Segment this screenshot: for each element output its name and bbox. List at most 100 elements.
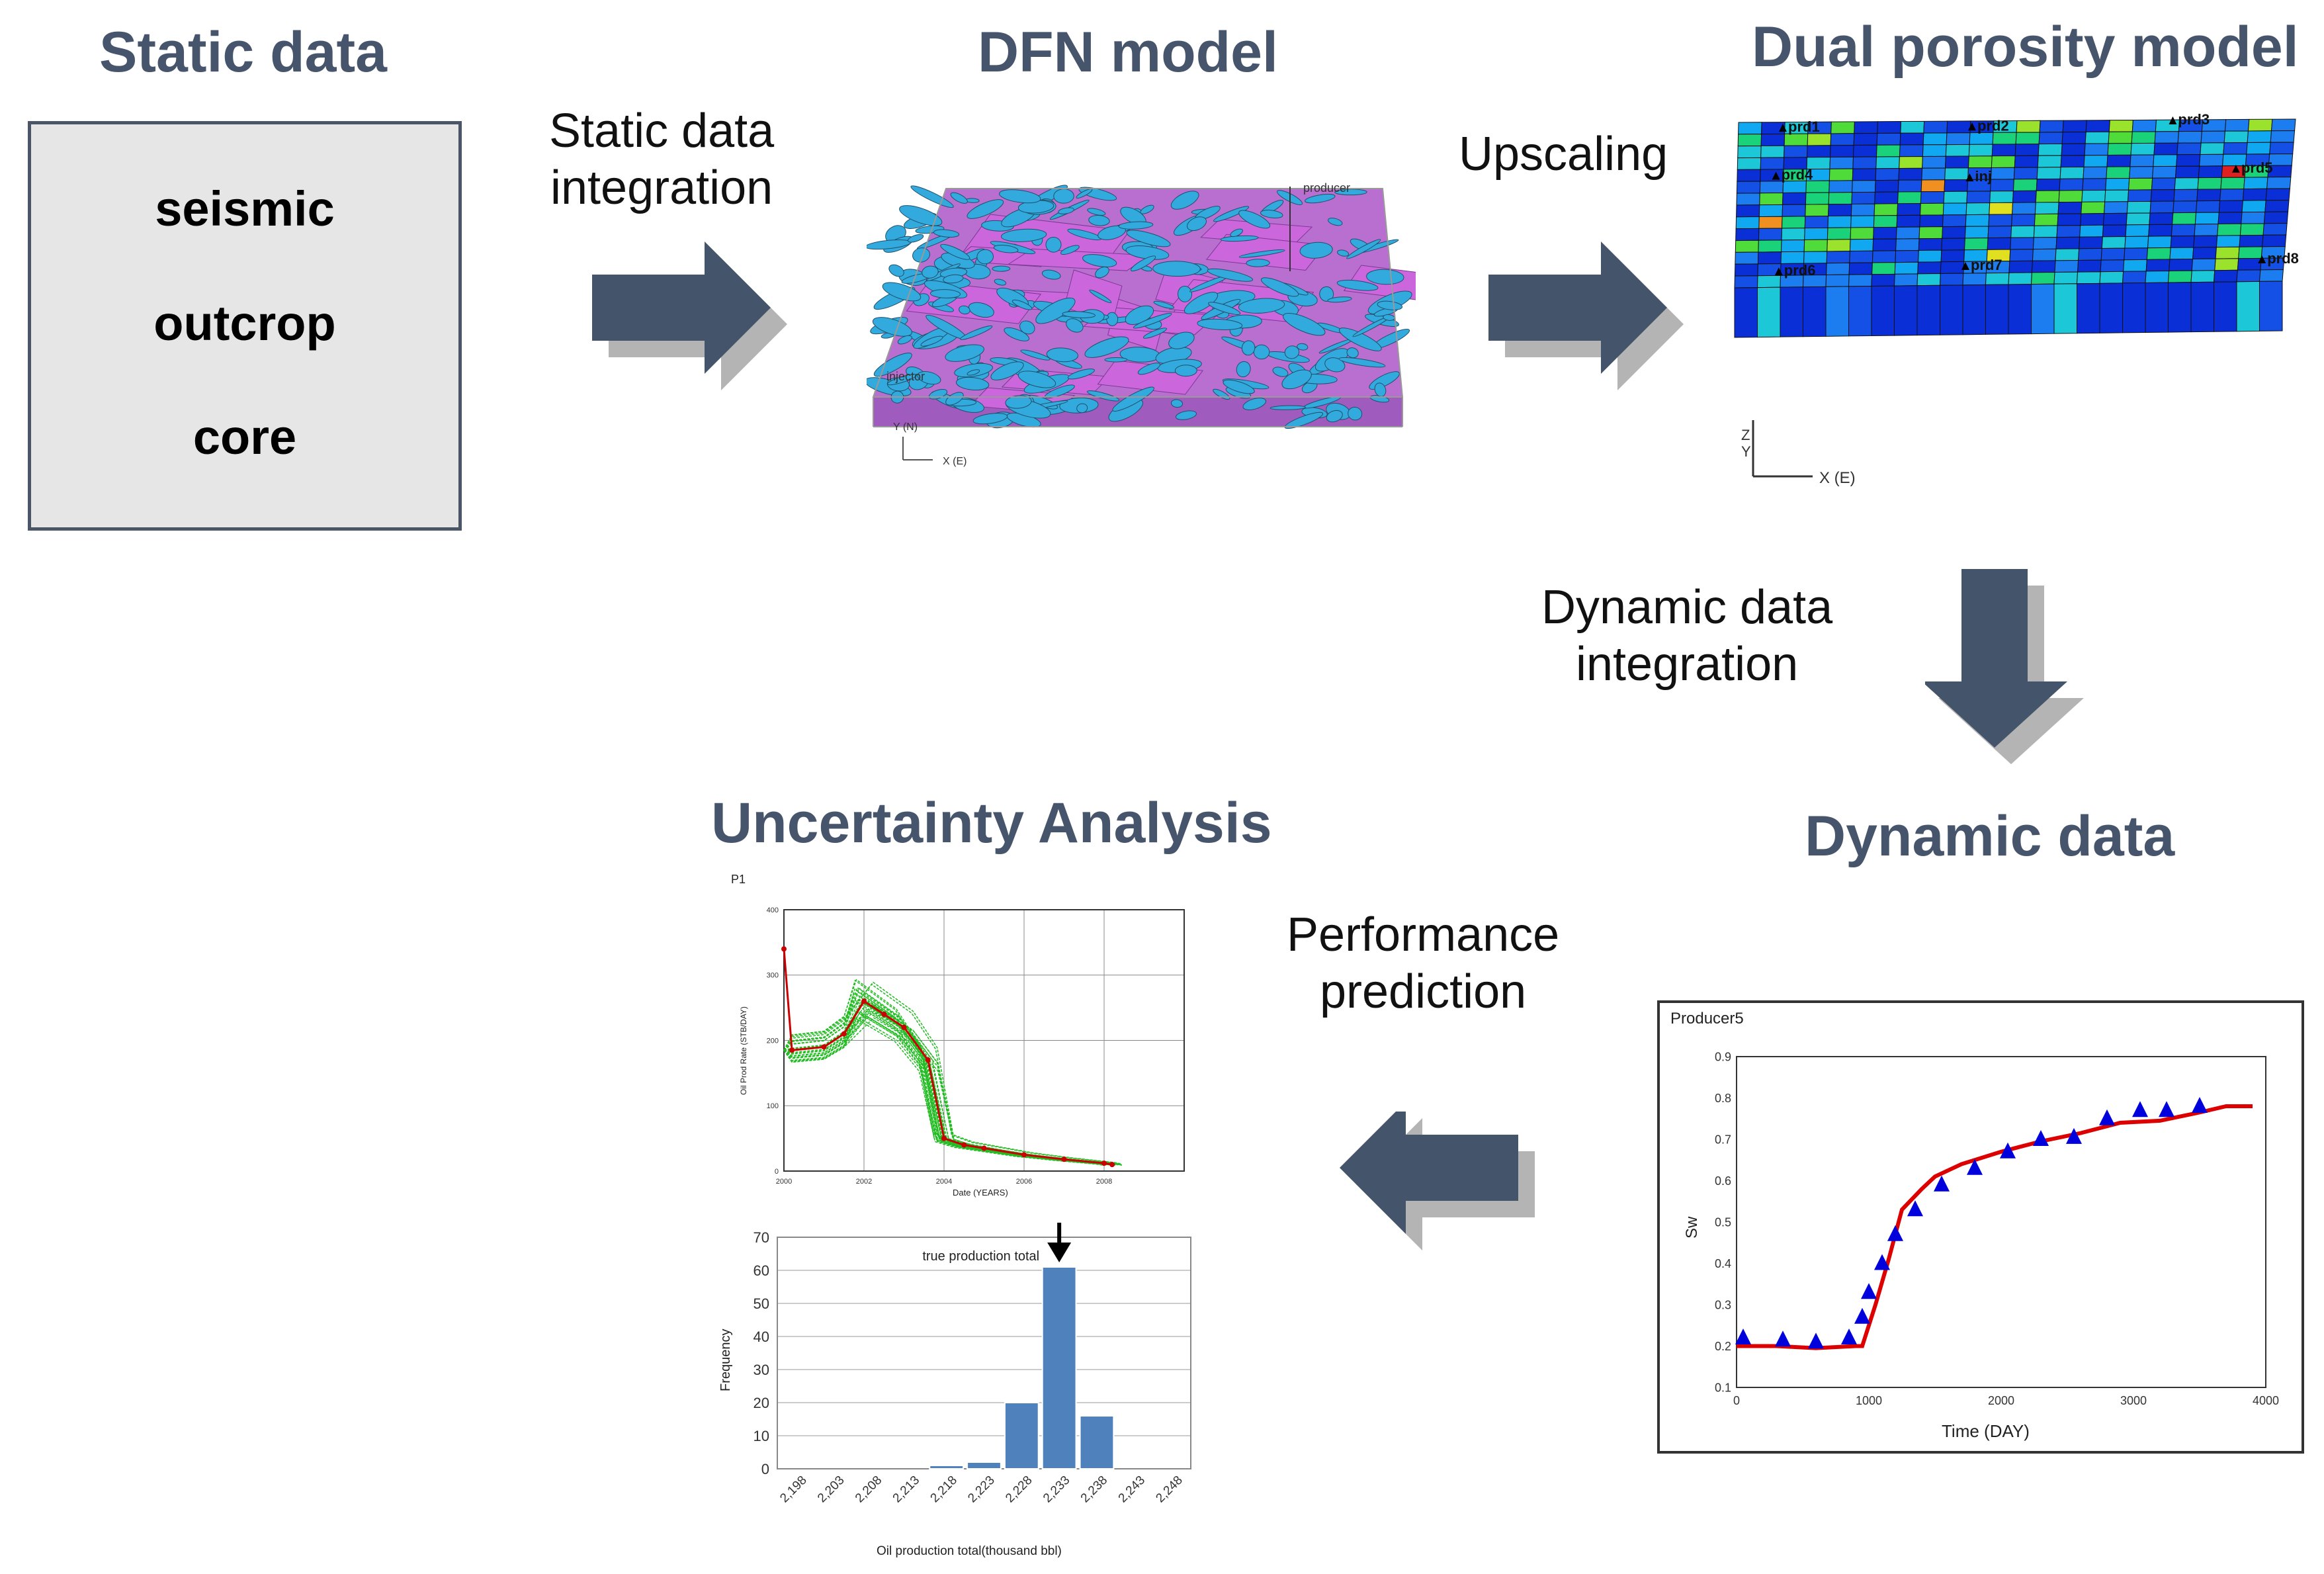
grid-cell xyxy=(1922,132,1948,146)
fracture xyxy=(972,413,1008,425)
grid-cell xyxy=(2125,224,2150,238)
grid-cell xyxy=(2101,236,2126,249)
grid-cell xyxy=(1940,261,1965,275)
y-tick-label: 0 xyxy=(761,1461,769,1477)
fracture xyxy=(1045,236,1062,253)
grid-cell xyxy=(1735,216,1760,230)
observed-point xyxy=(1967,1159,1983,1175)
grid-cell xyxy=(2014,144,2040,157)
grid-cell xyxy=(2078,247,2102,261)
y-tick-label: 400 xyxy=(767,906,779,914)
grid-cell xyxy=(2012,179,2038,192)
fracture xyxy=(1324,357,1346,372)
static-integration-label: Static data integration xyxy=(549,105,775,214)
fracture xyxy=(1326,410,1343,423)
grid-cell xyxy=(2176,142,2202,155)
grid-cell xyxy=(1893,273,1918,286)
x-tick-label: 0 xyxy=(1733,1394,1740,1407)
grid-cell xyxy=(2198,165,2223,179)
fracture xyxy=(1062,311,1096,318)
grid-cell xyxy=(2270,118,2296,132)
grid-cell xyxy=(2081,189,2106,202)
observed-point xyxy=(2066,1127,2082,1144)
grid-cell xyxy=(1760,145,1785,158)
fracture xyxy=(1058,207,1074,214)
grid-cell xyxy=(1874,179,1899,193)
grid-cell xyxy=(1899,144,1924,157)
front-cell xyxy=(2168,282,2192,333)
grid-cell xyxy=(1871,273,1895,287)
grid-cell xyxy=(2083,166,2108,179)
history-point xyxy=(961,1142,967,1148)
grid-cell xyxy=(2155,119,2180,132)
fracture xyxy=(1168,331,1195,349)
fracture xyxy=(990,361,1024,380)
grid-cell xyxy=(1825,274,1850,287)
grid-cell xyxy=(2247,118,2273,132)
fracture xyxy=(1334,189,1367,196)
x-tick-label: 2002 xyxy=(856,1178,872,1186)
grid-cell xyxy=(1737,134,1762,147)
grid-cell xyxy=(1852,168,1877,181)
grid-cell xyxy=(2219,189,2245,201)
fracture xyxy=(976,249,994,265)
fracture xyxy=(1305,194,1336,204)
fracture xyxy=(922,265,939,279)
grid-cell xyxy=(1990,179,2014,192)
simulation-line xyxy=(783,1006,1108,1166)
history-point xyxy=(861,998,867,1004)
fracture xyxy=(1087,208,1106,216)
grid-cell xyxy=(1736,204,1760,218)
front-cell xyxy=(1780,286,1803,337)
fracture xyxy=(959,305,970,315)
observed-point xyxy=(1775,1331,1791,1347)
fracture xyxy=(1238,298,1285,314)
grid-cell xyxy=(2100,247,2126,261)
grid-cell xyxy=(2130,142,2155,155)
grid-cell xyxy=(2217,223,2242,236)
simulation-line xyxy=(783,979,1103,1164)
grid-cell xyxy=(2192,247,2217,260)
fracture xyxy=(1337,249,1350,257)
history-point xyxy=(941,1135,947,1141)
simulation-line xyxy=(783,983,1120,1164)
grid-cell xyxy=(1920,202,1944,216)
history-point xyxy=(1101,1160,1107,1166)
fracture xyxy=(1348,406,1363,421)
fracture xyxy=(1020,349,1051,361)
grid-cell xyxy=(2169,247,2194,260)
fracture xyxy=(1170,191,1199,210)
y-tick-label: 0.8 xyxy=(1715,1092,1731,1105)
grid-cell xyxy=(2153,154,2178,167)
grid-cell xyxy=(1760,133,1786,146)
grid-cell xyxy=(2223,130,2249,144)
grid-cell xyxy=(1781,228,1805,241)
grid-cell xyxy=(1782,216,1806,229)
grid-cell xyxy=(1782,204,1806,217)
history-point xyxy=(1021,1152,1027,1158)
fracture xyxy=(1187,216,1207,231)
y-tick-label: 0.3 xyxy=(1715,1298,1731,1311)
x-tick-label: 2,228 xyxy=(1003,1473,1035,1505)
fracture xyxy=(1112,386,1154,412)
grid-cell xyxy=(2270,130,2296,143)
dual-wells: prd1 prd2 prd3 inj prd4 prd5 prd6 prd7 prd8 xyxy=(1772,111,2299,279)
grid-cell xyxy=(2196,200,2221,213)
grid-cell xyxy=(1941,238,1965,251)
grid-cell xyxy=(2058,190,2083,203)
fracture xyxy=(1238,249,1285,258)
grid-cell xyxy=(1756,275,1782,288)
history-line xyxy=(783,949,1113,1166)
fracture xyxy=(1346,239,1381,259)
y-tick-label: 70 xyxy=(753,1229,769,1246)
grid-cell xyxy=(2054,259,2079,273)
grid-cell xyxy=(2099,271,2124,284)
fracture xyxy=(1213,206,1250,222)
fracture xyxy=(1153,300,1175,309)
fracture xyxy=(1184,292,1219,314)
grid-cell xyxy=(1827,215,1852,228)
grid-cell xyxy=(2215,246,2240,259)
fracture xyxy=(943,274,964,284)
grid-cell xyxy=(2061,132,2087,144)
grid-cell xyxy=(2147,236,2172,249)
